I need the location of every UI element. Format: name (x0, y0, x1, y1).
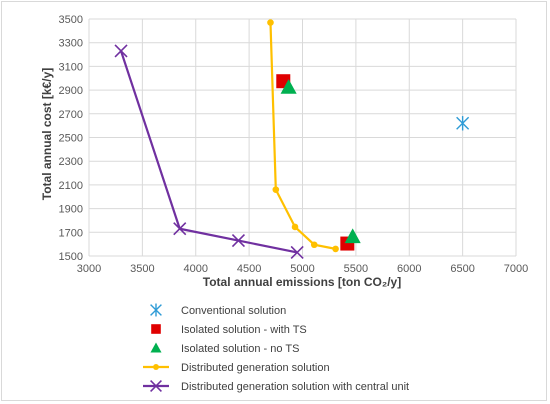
legend-item: Distributed generation solution (143, 362, 330, 374)
legend-swatch-marker (151, 324, 161, 334)
legend-label: Conventional solution (181, 305, 286, 317)
x-tick-label: 5000 (290, 263, 314, 275)
data-point (344, 228, 361, 244)
x-tick-label: 5500 (344, 263, 368, 275)
data-point (332, 245, 339, 253)
series-line (119, 50, 298, 254)
legend-swatch-marker (150, 342, 162, 353)
series-line (269, 22, 336, 250)
y-tick-label: 3100 (59, 61, 83, 73)
legend-swatch-marker (153, 364, 159, 370)
series-layer (114, 19, 470, 260)
legend-label: Isolated solution - with TS (181, 324, 307, 336)
legend-item: Isolated solution - no TS (150, 342, 299, 355)
series-2 (280, 79, 361, 244)
data-point (267, 19, 274, 26)
y-tick-label: 2900 (59, 85, 83, 97)
x-tick-label: 3500 (130, 263, 154, 275)
x-tick-label: 6500 (450, 263, 474, 275)
series-0 (456, 116, 470, 131)
data-point (231, 234, 246, 248)
data-point (280, 79, 297, 94)
legend-swatch-marker (150, 303, 162, 317)
y-tick-label: 1900 (59, 204, 83, 216)
legend-label: Isolated solution - no TS (181, 343, 299, 355)
legend: Conventional solution Isolated solution -… (143, 303, 409, 393)
y-tick-label: 2100 (59, 180, 83, 192)
y-tick-label: 1700 (59, 227, 83, 239)
data-point (114, 44, 128, 58)
grid-lines (88, 18, 517, 257)
series-1 (276, 74, 355, 251)
y-tick-label: 2500 (59, 133, 83, 145)
legend-label: Distributed generation solution with cen… (181, 381, 409, 393)
x-tick-labels: 3000 3500 4000 4500 5000 5500 6000 6500 7000 (77, 263, 528, 275)
y-tick-label: 2300 (59, 156, 83, 168)
data-point (173, 222, 187, 236)
y-tick-labels: 1500 1700 1900 2100 2300 2500 2700 2900 3100 3300… (59, 14, 83, 263)
y-tick-label: 1500 (59, 251, 83, 263)
x-axis-title: Total annual emissions [ton CO₂/y] (203, 275, 401, 289)
legend-item: Conventional solution (150, 303, 286, 317)
y-tick-label: 3500 (59, 14, 83, 26)
x-tick-label: 3000 (77, 263, 101, 275)
legend-item: Isolated solution - with TS (151, 324, 307, 336)
legend-swatch-marker (150, 380, 162, 392)
x-tick-label: 4000 (184, 263, 208, 275)
data-point (290, 245, 304, 260)
y-tick-label: 3300 (59, 38, 83, 50)
y-axis-title: Total annual cost [k€/y] (40, 68, 54, 200)
data-point (456, 116, 470, 131)
series-4 (114, 44, 304, 260)
x-tick-label: 4500 (237, 263, 261, 275)
data-point (291, 223, 299, 231)
data-point (272, 186, 280, 193)
series-3 (267, 19, 339, 253)
legend-label: Distributed generation solution (181, 362, 330, 374)
y-tick-label: 2700 (59, 109, 83, 121)
x-tick-label: 7000 (504, 263, 528, 275)
x-tick-label: 6000 (397, 263, 421, 275)
legend-item: Distributed generation solution with cen… (143, 380, 409, 393)
data-point (310, 241, 318, 249)
